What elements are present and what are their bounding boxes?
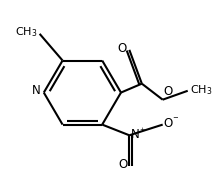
Text: O: O <box>164 117 173 130</box>
Text: N: N <box>32 84 41 97</box>
Text: O: O <box>118 158 128 171</box>
Text: N: N <box>131 128 140 141</box>
Text: $^+$: $^+$ <box>138 127 146 137</box>
Text: CH$_3$: CH$_3$ <box>15 25 38 39</box>
Text: $^-$: $^-$ <box>171 116 179 126</box>
Text: CH$_3$: CH$_3$ <box>190 83 212 97</box>
Text: O: O <box>117 42 126 56</box>
Text: O: O <box>164 85 173 98</box>
